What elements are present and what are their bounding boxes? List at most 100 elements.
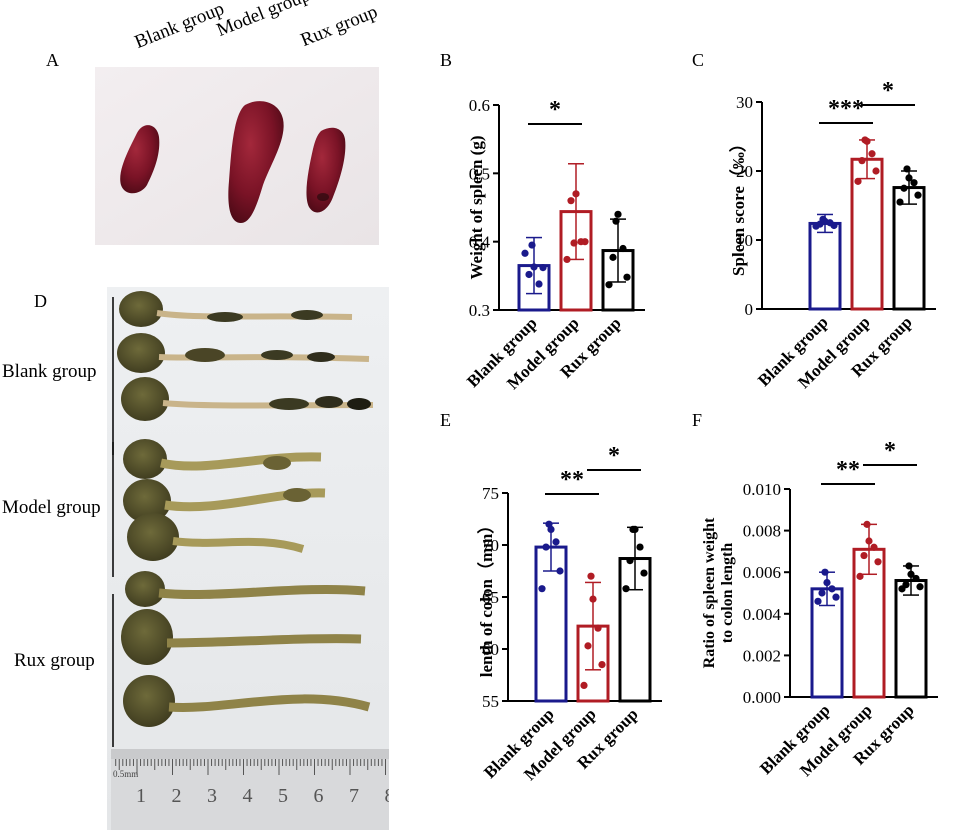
data-point xyxy=(874,558,882,566)
spleen-rux xyxy=(306,127,346,213)
data-point xyxy=(623,273,631,281)
y-tick-label: 0.002 xyxy=(743,646,781,665)
ruler-number: 1 xyxy=(136,785,146,807)
colon-model-1 xyxy=(123,439,322,479)
data-point xyxy=(622,585,630,593)
y-tick-label: 0.3 xyxy=(469,301,490,320)
panel-letter-e: E xyxy=(440,410,451,430)
data-point xyxy=(856,572,864,580)
y-tick-label: 10 xyxy=(736,231,753,250)
significance-label: * xyxy=(882,78,894,104)
y-tick-label: 0.4 xyxy=(469,233,491,252)
data-point xyxy=(584,642,592,650)
spleen-model xyxy=(228,101,284,223)
y-tick-label: 0.000 xyxy=(743,688,781,707)
data-point xyxy=(912,574,920,583)
data-point xyxy=(916,583,924,591)
data-point xyxy=(598,661,606,669)
data-point xyxy=(539,264,547,272)
data-point xyxy=(552,538,560,546)
significance-label: * xyxy=(549,97,561,123)
data-point xyxy=(828,585,836,593)
data-point xyxy=(910,179,918,187)
data-point xyxy=(814,597,822,605)
colon-model-2 xyxy=(123,479,326,523)
significance-label: ** xyxy=(836,457,860,483)
y-tick-label: 70 xyxy=(482,536,499,555)
y-tick-label: 55 xyxy=(482,692,499,711)
data-point xyxy=(900,184,908,192)
y-tick-label: 20 xyxy=(736,162,753,181)
data-point xyxy=(865,537,873,545)
colon-blank-3 xyxy=(121,377,374,421)
data-point xyxy=(545,520,553,528)
data-point xyxy=(614,210,622,218)
panel-letter-c: C xyxy=(692,50,705,70)
photo-d-label-blank: Blank group xyxy=(2,361,97,382)
ruler: 0.5mm 1 2 3 4 5 6 7 8 xyxy=(111,749,389,830)
data-point xyxy=(870,543,878,551)
data-point xyxy=(587,572,595,580)
panel-letter-f: F xyxy=(692,410,703,430)
significance-label: * xyxy=(608,443,620,469)
data-point xyxy=(589,595,597,603)
colon-model-3 xyxy=(127,513,305,561)
data-point xyxy=(858,157,866,165)
data-point xyxy=(821,568,829,576)
data-point xyxy=(872,167,880,175)
data-point xyxy=(626,557,634,565)
data-point xyxy=(818,589,826,597)
chart-f: 0.000 0.002 0.004 0.006 0.008 0.010 Ratio of s… xyxy=(701,438,938,780)
data-point xyxy=(528,241,536,249)
ruler-number: 5 xyxy=(278,785,288,807)
y-axis-label: Spleen score（‰） xyxy=(728,135,748,276)
data-point xyxy=(863,520,871,528)
ruler-number: 8 xyxy=(385,785,390,807)
data-point xyxy=(640,569,648,577)
bar-rux-group xyxy=(892,186,926,311)
panel-letter-a: A xyxy=(46,50,59,70)
data-point xyxy=(570,239,578,247)
y-tick-label: 0.006 xyxy=(743,563,781,582)
ruler-number: 7 xyxy=(349,785,359,807)
ruler-number: 3 xyxy=(207,785,217,807)
data-point xyxy=(538,585,546,593)
ruler-number: 4 xyxy=(243,785,253,807)
y-tick-label: 0.010 xyxy=(743,480,781,499)
data-point xyxy=(861,136,869,144)
y-tick-label: 0.5 xyxy=(469,164,490,183)
data-point xyxy=(905,562,913,570)
ruler-number: 2 xyxy=(172,785,182,807)
spleen-photo xyxy=(95,67,379,245)
y-tick-label: 60 xyxy=(482,640,499,659)
data-point xyxy=(525,270,533,279)
data-point xyxy=(521,249,529,257)
y-tick-label: 0.004 xyxy=(743,605,782,624)
bar-blank-group xyxy=(808,221,842,311)
data-point xyxy=(580,681,588,689)
photo-d-label-model: Model group xyxy=(2,497,101,518)
ruler-number: 6 xyxy=(314,785,324,807)
bar-rux-group xyxy=(894,579,928,699)
data-point xyxy=(556,567,564,575)
data-point xyxy=(572,190,580,198)
y-tick-label: 0 xyxy=(745,300,754,319)
significance-label: * xyxy=(884,438,896,464)
y-axis-label: Weight of spleen (g) xyxy=(467,135,486,279)
photo-a-label-blank: Blank group xyxy=(131,0,228,54)
data-point xyxy=(636,543,644,551)
panel-letter-d: D xyxy=(34,291,47,311)
data-point xyxy=(594,624,602,632)
significance-label: ** xyxy=(560,467,584,493)
colon-blank-1 xyxy=(119,291,353,327)
data-point xyxy=(823,579,831,587)
colon-rux-1 xyxy=(125,571,366,607)
y-axis-label: lenth of colon（mm） xyxy=(476,517,496,678)
data-point xyxy=(868,150,876,158)
data-point xyxy=(629,525,637,533)
ruler-unit: 0.5mm xyxy=(113,769,138,779)
y-axis-label-line: to colon length xyxy=(719,543,736,644)
data-point xyxy=(896,198,904,206)
